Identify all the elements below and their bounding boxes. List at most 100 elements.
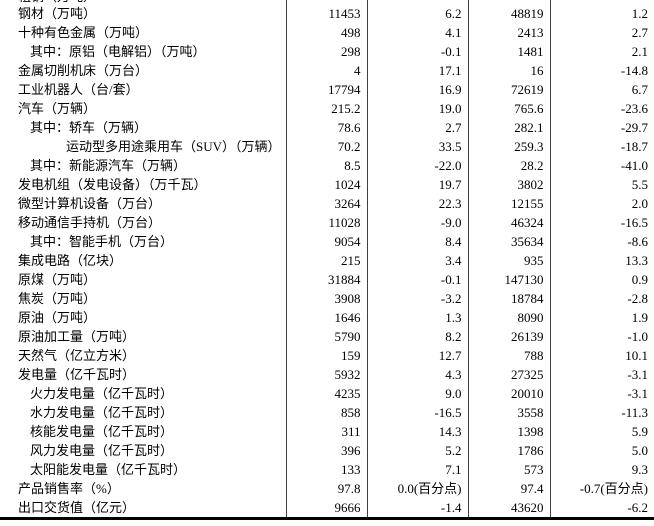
value-cell: 31884 — [286, 270, 368, 289]
value-cell: 298 — [286, 42, 368, 61]
value-cell: 19.0 — [367, 99, 469, 118]
value-cell: 20010 — [468, 384, 551, 403]
product-label: 太阳能发电量（亿千瓦时） — [0, 460, 287, 479]
value-cell: -14.8 — [620, 63, 648, 78]
table-row: 十种有色金属（万吨） 498 4.1 2413 2.7 — [0, 23, 654, 42]
value-cell: 43620 — [468, 498, 551, 519]
value-cell: 5.2 — [367, 441, 469, 460]
value-cell: -0.1 — [367, 270, 469, 289]
table-row: 移动通信手持机（万台） 11028 -9.0 46324 -16.5 — [0, 213, 654, 232]
value-cell: 8090 — [468, 308, 551, 327]
table-row: 原油加工量（万吨） 5790 8.2 26139 -1.0 — [0, 327, 654, 346]
table-row: 出口交货值（亿元） 9666 -1.4 43620 -6.2 — [0, 498, 654, 519]
value-cell: 147130 — [468, 270, 551, 289]
table-row: 火力发电量（亿千瓦时） 4235 9.0 20010 -3.1 — [0, 384, 654, 403]
product-label: 原油（万吨） — [0, 308, 287, 327]
value-cell: 788 — [468, 346, 551, 365]
value-cell: 1.3 — [367, 308, 469, 327]
value-cell: 3802 — [468, 175, 551, 194]
value-cell: 22.3 — [367, 194, 469, 213]
value-cell: 35634 — [468, 232, 551, 251]
value-cell: 11028 — [286, 213, 368, 232]
value-cell: 3908 — [286, 289, 368, 308]
table-row: 发电机组（发电设备）（万千瓦） 1024 19.7 3802 5.5 — [0, 175, 654, 194]
value-cell: 4.1 — [367, 23, 469, 42]
value-cell: 12155 — [468, 194, 551, 213]
value-cell: 159 — [286, 346, 368, 365]
value-cell: 18784 — [468, 289, 551, 308]
value-cell: -2.8 — [627, 291, 648, 306]
product-label: 其中：智能手机（万台） — [0, 232, 287, 251]
product-label: 核能发电量（亿千瓦时） — [0, 422, 287, 441]
table-row: 原油（万吨） 1646 1.3 8090 1.9 — [0, 308, 654, 327]
table-row: 发电量（亿千瓦时） 5932 4.3 27325 -3.1 — [0, 365, 654, 384]
table-row: 其中：原铝（电解铝）（万吨） 298 -0.1 1481 2.1 — [0, 42, 654, 61]
table-row: 工业机器人（台/套） 17794 16.9 72619 6.7 — [0, 80, 654, 99]
value-cell: 1024 — [286, 175, 368, 194]
value-cell — [367, 0, 469, 4]
value-cell: 1646 — [286, 308, 368, 327]
product-label: 发电量（亿千瓦时） — [0, 365, 287, 384]
product-label: 产品销售率（%） — [0, 479, 287, 498]
value-cell: 4.3 — [367, 365, 469, 384]
value-cell: 17794 — [286, 80, 368, 99]
value-cell: -16.5 — [620, 215, 648, 230]
value-cell: 8.5 — [286, 156, 368, 175]
value-cell: 1398 — [468, 422, 551, 441]
value-cell: -1.4 — [367, 498, 469, 519]
value-cell: 33.5 — [367, 137, 469, 156]
table-row: 金属切削机床（万台） 4 17.1 16 -14.8 — [0, 61, 654, 80]
value-cell: 4 — [286, 61, 368, 80]
value-cell: -8.6 — [627, 234, 648, 249]
value-cell: 3264 — [286, 194, 368, 213]
value-cell: -1.0 — [627, 329, 648, 344]
product-label: 运动型多用途乘用车（SUV）（万辆） — [0, 137, 287, 156]
value-cell: 2413 — [468, 23, 551, 42]
value-cell: 5790 — [286, 327, 368, 346]
product-label: 微型计算机设备（万台） — [0, 194, 287, 213]
value-cell: 5.9 — [631, 424, 648, 439]
value-cell: 9.3 — [631, 462, 648, 477]
value-cell — [286, 0, 368, 4]
value-cell: 78.6 — [286, 118, 368, 137]
value-cell: 16 — [468, 61, 551, 80]
value-cell: 498 — [286, 23, 368, 42]
value-cell: 6.7 — [631, 82, 648, 97]
table-row: 钢材（万吨） 11453 6.2 48819 1.2 — [0, 4, 654, 23]
value-cell: 16.9 — [367, 80, 469, 99]
product-label: 焦炭（万吨） — [0, 289, 287, 308]
table-row: 粗钢（万吨） — [0, 0, 654, 4]
value-cell: 0.9 — [631, 272, 648, 287]
value-cell: 5932 — [286, 365, 368, 384]
value-cell: 259.3 — [468, 137, 551, 156]
value-cell: -3.1 — [627, 386, 648, 401]
value-cell: 46324 — [468, 213, 551, 232]
product-label: 粗钢（万吨） — [0, 0, 287, 4]
product-label: 出口交货值（亿元） — [0, 498, 287, 519]
table-row: 其中：新能源汽车（万辆） 8.5 -22.0 28.2 -41.0 — [0, 156, 654, 175]
value-cell: 10.1 — [625, 348, 648, 363]
value-cell: 12.7 — [367, 346, 469, 365]
value-cell: 97.8 — [286, 479, 368, 498]
product-label: 金属切削机床（万台） — [0, 61, 287, 80]
value-cell: 2.7 — [631, 25, 648, 40]
value-cell: 26139 — [468, 327, 551, 346]
table-row: 焦炭（万吨） 3908 -3.2 18784 -2.8 — [0, 289, 654, 308]
value-cell: 72619 — [468, 80, 551, 99]
value-cell: 2.0 — [631, 196, 648, 211]
product-label: 火力发电量（亿千瓦时） — [0, 384, 287, 403]
value-cell: 935 — [468, 251, 551, 270]
value-cell: -41.0 — [620, 158, 648, 173]
product-label: 工业机器人（台/套） — [0, 80, 287, 99]
value-cell: 48819 — [468, 4, 551, 23]
value-cell: 4235 — [286, 384, 368, 403]
product-label: 其中：原铝（电解铝）（万吨） — [0, 42, 287, 61]
value-cell: 8.4 — [367, 232, 469, 251]
value-cell: -16.5 — [367, 403, 469, 422]
value-cell: -11.3 — [621, 405, 648, 420]
value-cell: -3.1 — [627, 367, 648, 382]
value-cell: 573 — [468, 460, 551, 479]
value-cell: 9054 — [286, 232, 368, 251]
